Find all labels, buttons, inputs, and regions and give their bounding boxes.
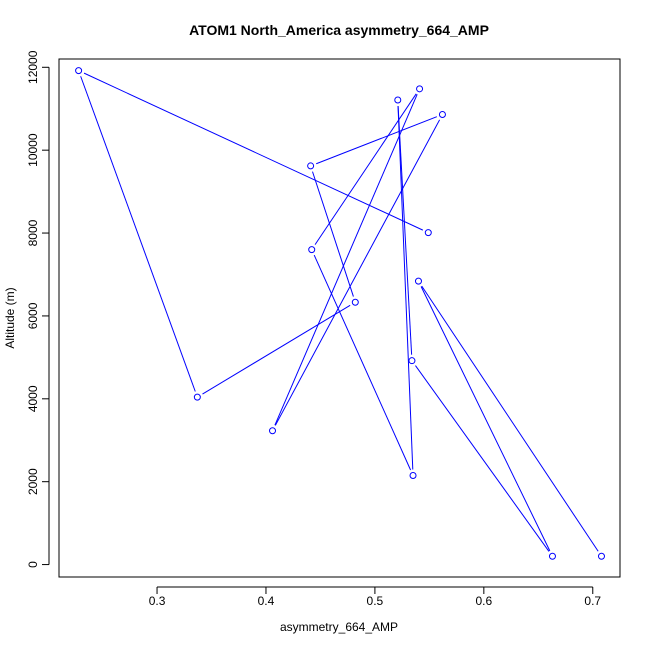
data-point bbox=[193, 393, 201, 401]
data-point bbox=[351, 298, 359, 306]
data-point bbox=[548, 552, 556, 560]
series-segment bbox=[316, 116, 438, 165]
chart-title: ATOM1 North_America asymmetry_664_AMP bbox=[189, 22, 489, 38]
x-axis-label: asymmetry_664_AMP bbox=[280, 620, 398, 634]
data-point bbox=[416, 85, 424, 93]
series-segment bbox=[421, 285, 599, 552]
y-tick-label: 8000 bbox=[26, 219, 40, 246]
series-segment bbox=[313, 254, 412, 471]
series-lines bbox=[80, 72, 599, 552]
series-segment bbox=[420, 286, 551, 552]
series-segment bbox=[312, 171, 354, 297]
y-tick-label: 0 bbox=[26, 561, 40, 568]
y-tick-label: 10000 bbox=[26, 133, 40, 167]
data-point bbox=[75, 67, 83, 75]
x-tick-label: 0.6 bbox=[475, 594, 492, 608]
data-point bbox=[414, 277, 422, 285]
data-point bbox=[597, 552, 605, 560]
series-segment bbox=[80, 76, 196, 392]
data-point bbox=[409, 471, 417, 479]
data-point bbox=[308, 246, 316, 254]
y-axis-label: Altitude (m) bbox=[3, 287, 17, 348]
x-tick-label: 0.4 bbox=[258, 594, 275, 608]
series-segment bbox=[83, 72, 424, 231]
series-segment bbox=[415, 365, 550, 552]
series-segment bbox=[274, 119, 441, 426]
data-point bbox=[269, 427, 277, 435]
x-axis: 0.3 0.4 0.5 0.6 0.7 bbox=[149, 586, 601, 608]
series-segment bbox=[202, 304, 351, 395]
series-segment bbox=[397, 106, 414, 470]
data-point bbox=[408, 357, 416, 365]
data-point bbox=[394, 96, 402, 104]
x-tick-label: 0.5 bbox=[367, 594, 384, 608]
y-tick-label: 6000 bbox=[26, 302, 40, 329]
data-point bbox=[438, 111, 446, 119]
series-segment bbox=[314, 93, 417, 245]
data-point bbox=[307, 162, 315, 170]
y-axis: 0 2000 4000 6000 8000 10000 12000 bbox=[26, 50, 50, 568]
y-tick-label: 4000 bbox=[26, 385, 40, 412]
x-tick-label: 0.3 bbox=[149, 594, 166, 608]
x-tick-label: 0.7 bbox=[584, 594, 601, 608]
y-tick-label: 12000 bbox=[26, 50, 40, 84]
plot-area-border bbox=[58, 58, 621, 578]
series-points bbox=[75, 67, 605, 560]
series-segment bbox=[397, 105, 413, 355]
data-point bbox=[424, 229, 432, 237]
y-tick-label: 2000 bbox=[26, 468, 40, 495]
series-segment bbox=[274, 94, 418, 426]
